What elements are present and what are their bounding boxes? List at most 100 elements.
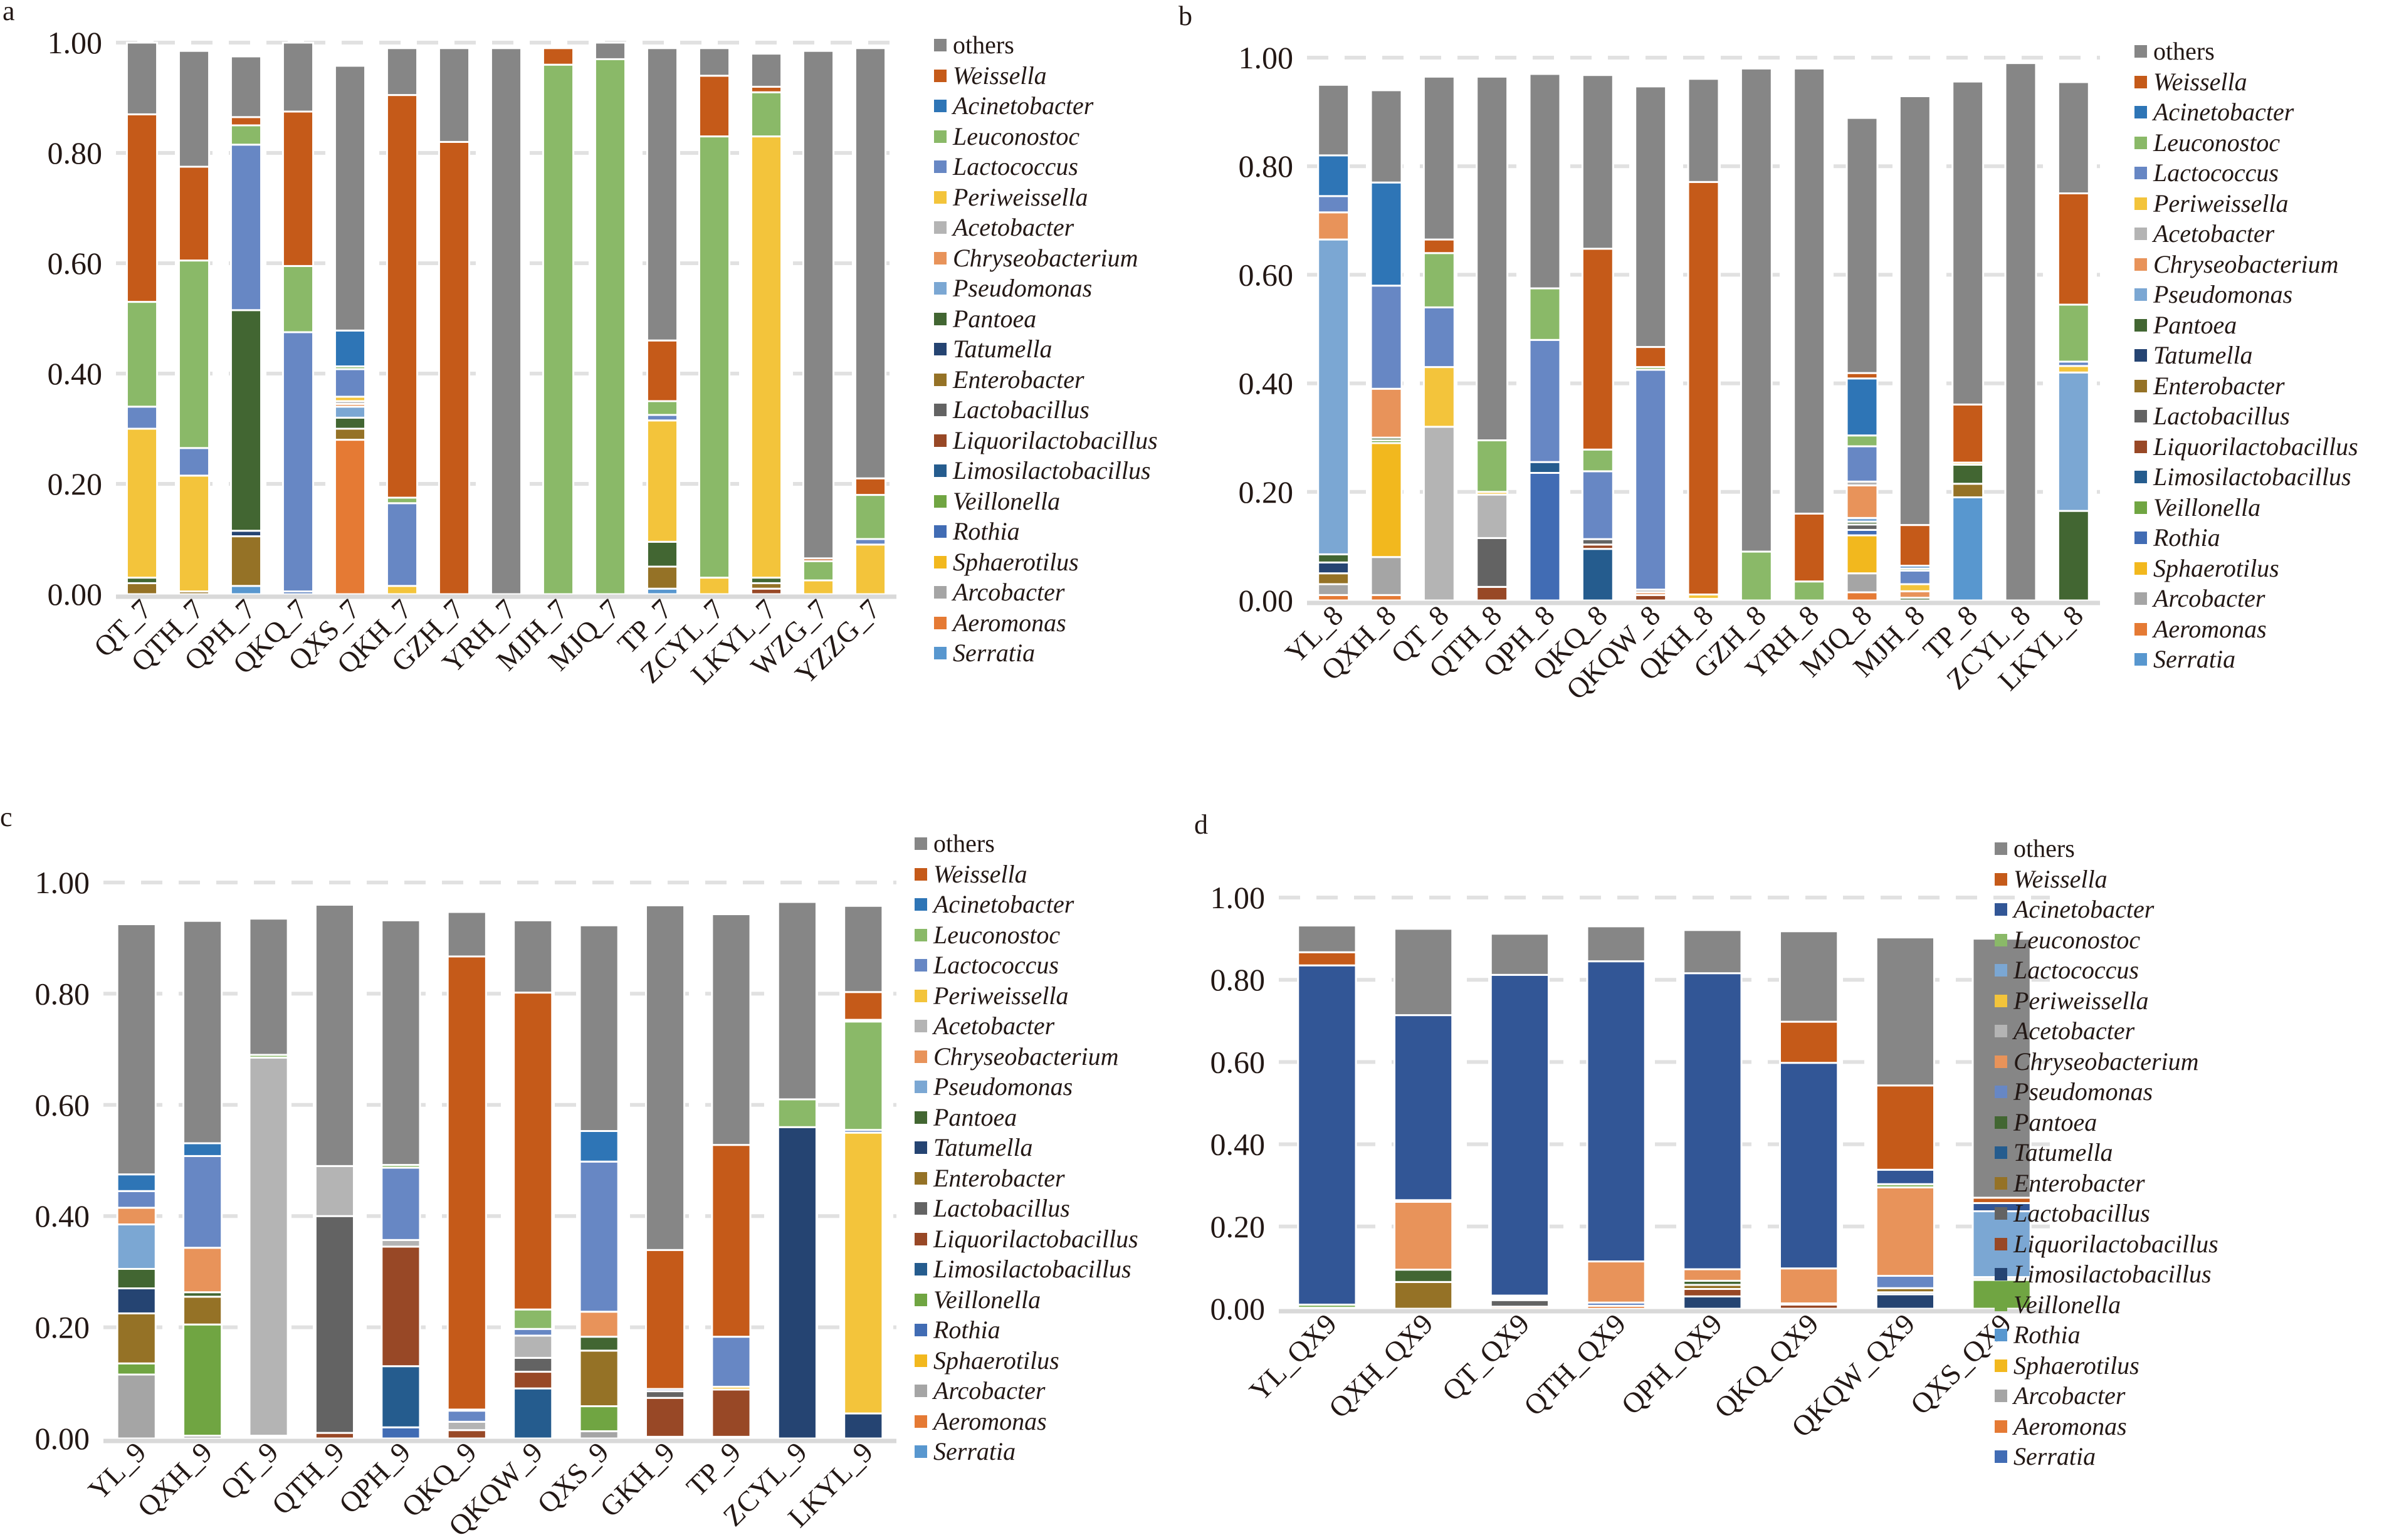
bar-LKYL_9 [843, 904, 884, 1440]
bar-segment-weissella [1634, 346, 1667, 369]
bar-segment-acetobacter [1476, 493, 1509, 539]
legend-swatch [1995, 1146, 2007, 1160]
bar-segment-weissella [125, 113, 159, 303]
bar-segment-others [281, 41, 315, 113]
bar-segment-acinetobacter [1394, 1014, 1454, 1202]
bar-segment-limosilactobacillus [381, 1365, 421, 1428]
legend-swatch [915, 928, 927, 941]
bar-segment-chryseobacterium [1845, 484, 1879, 519]
legend-label: Serratia [2153, 645, 2236, 673]
legend-item: Weissella [1995, 864, 2218, 895]
bar-QTH_9 [314, 903, 355, 1440]
y-tick-label: 0.40 [35, 1198, 90, 1234]
legend-swatch [934, 525, 947, 538]
y-tick-label: 0.60 [1239, 257, 1294, 292]
legend-item: Pseudomonas [2134, 280, 2358, 310]
legend-item: Weissella [915, 859, 1138, 890]
legend-label: Tatumella [2013, 1138, 2113, 1166]
y-tick-label: 0.80 [1210, 962, 1266, 997]
panel-a: a 0.00 0.20 0.40 0.60 0.80 1.00 QT_7 QTH_7 QPH_7… [0, 0, 1197, 771]
bar-QT_7 [125, 41, 159, 595]
legend-item: Enterobacter [2134, 371, 2358, 402]
bar-segment-limosilactobacillus [1528, 461, 1562, 474]
bar-segment-leuconostoc [750, 91, 783, 138]
legend-swatch [915, 1232, 927, 1245]
y-tick-label: 0.20 [1210, 1209, 1266, 1244]
bar-segment-weissella [1297, 951, 1357, 966]
legend-item: Acetobacter [2134, 219, 2358, 249]
legend-swatch [2134, 592, 2147, 605]
bar-segment-lactococcus [1581, 470, 1614, 540]
legend-label: Sphaerotilus [2013, 1351, 2139, 1380]
bar-QKH_7 [386, 47, 419, 595]
legend-d: others Weissella Acinetobacter Leuconostoc L… [1995, 834, 2218, 1472]
legend-label: Lactococcus [2013, 956, 2139, 984]
legend-label: Periweissella [2013, 986, 2149, 1015]
legend-item: Rothia [2134, 523, 2358, 553]
bar-segment-others [579, 924, 619, 1132]
bar-segment-leuconostoc [513, 1308, 554, 1330]
legend-item: Liquorilactobacillus [934, 426, 1158, 456]
bar-segment-others [698, 47, 731, 77]
bar-segment-arcobacter [116, 1373, 157, 1440]
bar-segment-lactococcus [1528, 338, 1562, 463]
bar-QKH_8 [1687, 78, 1720, 602]
bar-segment-pantoea [1394, 1269, 1454, 1283]
legend-item: Pseudomonas [1995, 1077, 2218, 1108]
legend-swatch [934, 312, 947, 325]
legend-item: Serratia [915, 1437, 1138, 1467]
bar-segment-others [1845, 117, 1879, 374]
legend-label: Rothia [2013, 1321, 2081, 1349]
legend-swatch [1995, 1390, 2007, 1403]
bar-segment-pantoea [333, 416, 367, 430]
bar-WZG_7 [802, 50, 835, 595]
legend-swatch [1995, 994, 2007, 1007]
bar-QPH_9 [381, 919, 421, 1440]
legend-swatch [1995, 872, 2007, 886]
y-tick-label: 0.40 [1239, 366, 1294, 401]
bar-segment-acinetobacter [1317, 154, 1350, 197]
legend-item: Arcobacter [934, 577, 1158, 608]
bar-segment-weissella [854, 477, 887, 496]
legend-swatch [915, 1354, 927, 1367]
bar-segment-lactococcus [513, 1328, 554, 1337]
bar-segment-others [854, 47, 887, 479]
bar-segment-chryseobacterium [1370, 387, 1403, 439]
bar-TP_8 [1951, 80, 1985, 602]
bar-segment-chryseobacterium [1682, 1268, 1743, 1282]
legend-label: Lactobacillus [2013, 1199, 2150, 1227]
legend-b: others Weissella Acinetobacter Leuconostoc L… [2134, 36, 2358, 675]
legend-item: Tatumella [1995, 1138, 2218, 1168]
bar-segment-lactococcus [1845, 445, 1879, 483]
legend-swatch [1995, 1420, 2007, 1433]
legend-swatch [915, 1202, 927, 1215]
legend-label: Aeromonas [933, 1406, 1047, 1435]
bar-segment-acinetobacter [1682, 972, 1743, 1270]
legend-item: Liquorilactobacillus [1995, 1229, 2218, 1260]
legend-item: others [2134, 36, 2358, 67]
legend-swatch [1995, 1298, 2007, 1311]
bar-segment-others [1317, 83, 1350, 157]
legend-swatch [915, 1293, 927, 1306]
legend-label: Enterobacter [2013, 1168, 2145, 1197]
bar-segment-pantoea [1317, 553, 1350, 563]
bar-segment-chryseobacterium [182, 1247, 223, 1294]
legend-label: Acetobacter [2153, 219, 2275, 248]
bar-segment-weissella [2057, 192, 2090, 306]
bar-segment-chryseobacterium [1779, 1267, 1839, 1304]
legend-label: Serratia [933, 1437, 1016, 1465]
legend-label: Acetobacter [933, 1012, 1055, 1040]
legend-label: Rothia [953, 517, 1020, 545]
bar-QXS_7 [333, 65, 367, 595]
legend-label: Acetobacter [953, 213, 1074, 241]
bar-segment-leuconostoc [177, 259, 211, 449]
legend-label: others [933, 829, 995, 857]
bar-segment-periweissella [698, 577, 731, 595]
legend-swatch [934, 69, 947, 82]
legend-item: Tatumella [2134, 340, 2358, 371]
bar-ZCYL_7 [698, 47, 731, 595]
legend-swatch [2134, 75, 2147, 88]
bar-segment-weissella [513, 992, 554, 1311]
bar-segment-weissella [229, 116, 263, 127]
bar-segment-others [314, 903, 355, 1167]
